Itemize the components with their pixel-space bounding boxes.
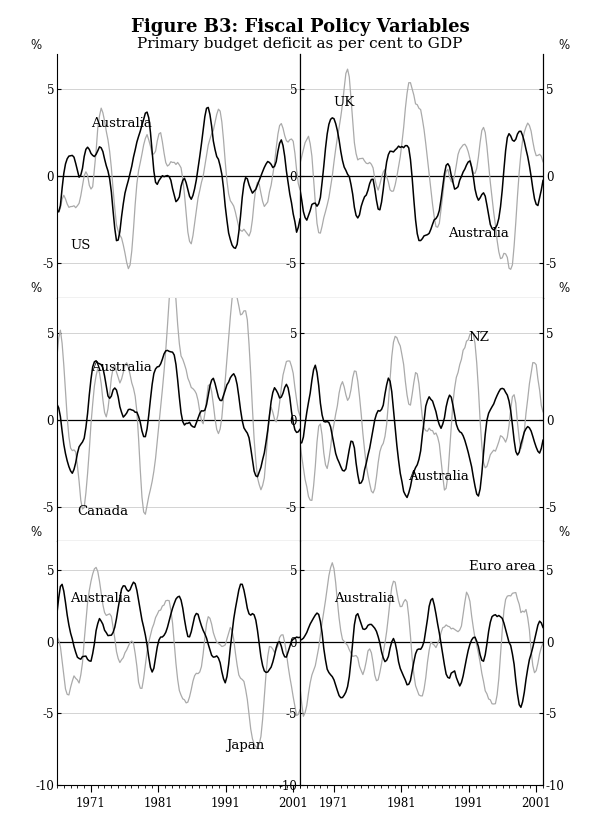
- Text: Euro area: Euro area: [469, 560, 536, 573]
- Text: Canada: Canada: [77, 505, 128, 519]
- Text: Figure B3: Fiscal Policy Variables: Figure B3: Fiscal Policy Variables: [131, 18, 469, 37]
- Text: Primary budget deficit as per cent to GDP: Primary budget deficit as per cent to GD…: [137, 37, 463, 51]
- Text: Australia: Australia: [91, 118, 152, 130]
- Text: %: %: [31, 526, 42, 539]
- Text: Australia: Australia: [449, 227, 509, 240]
- Text: %: %: [31, 39, 42, 52]
- Text: US: US: [71, 239, 91, 252]
- Text: NZ: NZ: [469, 331, 490, 344]
- Text: Australia: Australia: [71, 591, 131, 605]
- Text: Australia: Australia: [334, 591, 395, 605]
- Text: Australia: Australia: [408, 470, 469, 483]
- Text: %: %: [558, 39, 569, 52]
- Text: Australia: Australia: [91, 361, 152, 374]
- Text: %: %: [558, 526, 569, 539]
- Text: Japan: Japan: [226, 739, 264, 752]
- Text: %: %: [31, 282, 42, 296]
- Text: UK: UK: [334, 97, 355, 109]
- Text: %: %: [558, 282, 569, 296]
